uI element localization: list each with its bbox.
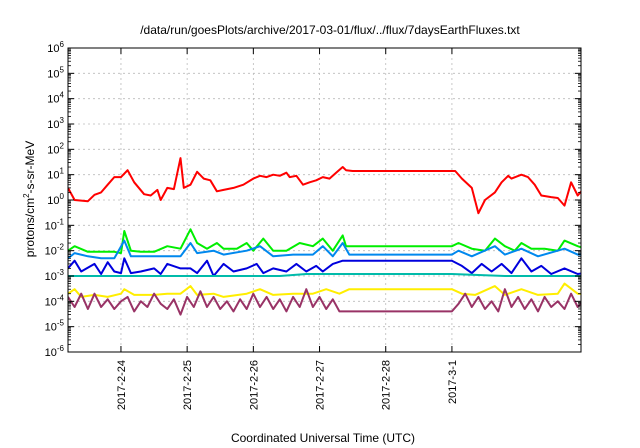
x-axis-label: Coordinated Universal Time (UTC) bbox=[231, 431, 415, 445]
y-axis-label-base: protons/cm bbox=[23, 198, 37, 257]
y-tick-label: 103 bbox=[47, 116, 64, 131]
y-tick-label: 10-6 bbox=[45, 344, 65, 359]
series-line-3 bbox=[68, 239, 581, 260]
x-tick-label: 2017-2-25 bbox=[182, 360, 194, 410]
series-line-6 bbox=[68, 282, 581, 298]
x-tick-label: 2017-2-28 bbox=[381, 360, 393, 410]
y-tick-label: 10-4 bbox=[45, 293, 65, 308]
x-tick-label: 2017-2-27 bbox=[315, 360, 327, 410]
y-tick-label: 10-5 bbox=[45, 319, 65, 334]
y-tick-label: 104 bbox=[47, 91, 64, 106]
y-axis-label: protons/cm2-s-sr-MeV bbox=[22, 141, 37, 257]
y-tick-label: 106 bbox=[47, 40, 64, 55]
chart-title: /data/run/goesPlots/archive/2017-03-01/f… bbox=[140, 23, 520, 37]
y-tick-label: 105 bbox=[47, 65, 64, 80]
x-axis: 2017-2-24 2017-2-25 2017-2-26 2017-2-27 2017… bbox=[116, 48, 459, 410]
series-line-4 bbox=[68, 257, 581, 277]
series-group bbox=[68, 157, 581, 316]
y-tick-label: 10-1 bbox=[45, 217, 65, 232]
y-tick-label: 102 bbox=[47, 141, 64, 156]
series-line-1 bbox=[68, 157, 581, 215]
x-tick-label: 2017-2-24 bbox=[116, 360, 128, 410]
y-tick-label: 100 bbox=[47, 192, 64, 207]
y-tick-label: 10-3 bbox=[45, 268, 65, 283]
y-axis-label-rest: -s-sr-MeV bbox=[23, 141, 37, 194]
x-tick-label: 2017-2-26 bbox=[248, 360, 260, 410]
series-line-7 bbox=[68, 288, 581, 316]
series-line-5 bbox=[68, 273, 581, 277]
grid-lines bbox=[68, 48, 581, 352]
y-axis-label-exp: 2 bbox=[22, 193, 31, 198]
y-tick-label: 10-2 bbox=[45, 243, 65, 258]
series-line-2 bbox=[68, 228, 581, 255]
x-tick-label: 2017-3-1 bbox=[447, 360, 459, 404]
y-axis: 10-6 10-5 10-4 10-3 10-2 10-1 100 101 102 103 104 1… bbox=[45, 40, 581, 359]
y-tick-label: 101 bbox=[47, 167, 64, 182]
